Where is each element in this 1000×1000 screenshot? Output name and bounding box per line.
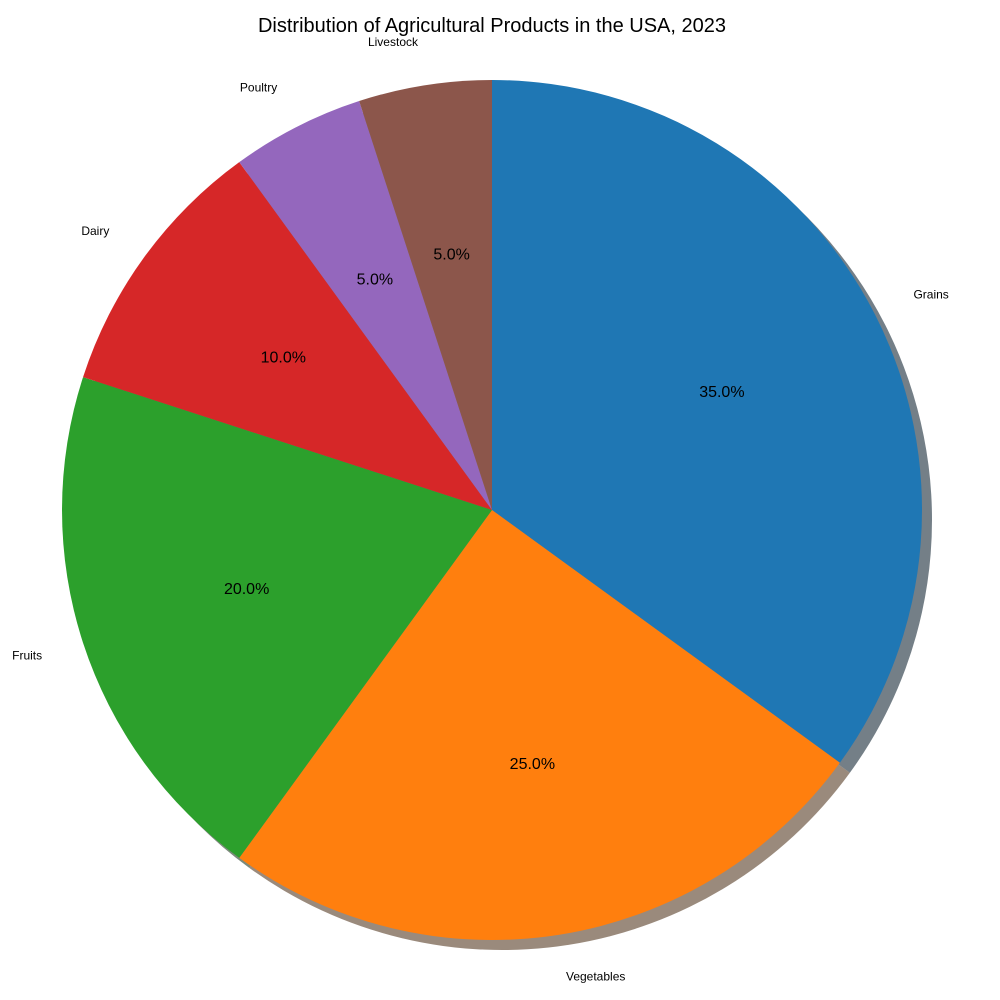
percent-label-livestock: 5.0%: [433, 246, 469, 263]
wedge-fruits: [62, 377, 492, 858]
wedge-dairy: [83, 162, 493, 510]
category-label-livestock: Livestock: [368, 35, 419, 49]
wedge-vegetables: [239, 510, 840, 941]
wedge-poultry: [239, 101, 492, 511]
category-label-grains: Grains: [913, 287, 948, 301]
category-label-vegetables: Vegetables: [566, 969, 625, 983]
pie-label-layer: Grains 35.0% Vegetables 25.0% Fruits 20.0% Dai…: [12, 35, 949, 983]
pie-wedge-layer: [62, 80, 923, 941]
percent-label-vegetables: 25.0%: [510, 756, 555, 773]
percent-label-dairy: 10.0%: [261, 350, 306, 367]
category-label-fruits: Fruits: [12, 648, 42, 662]
percent-label-grains: 35.0%: [699, 384, 744, 401]
percent-label-fruits: 20.0%: [224, 581, 269, 598]
wedge-livestock: [359, 80, 492, 510]
category-label-poultry: Poultry: [240, 81, 277, 95]
wedge-grains: [492, 80, 923, 763]
chart-title: Distribution of Agricultural Products in…: [257, 15, 727, 37]
category-label-dairy: Dairy: [81, 224, 109, 238]
percent-label-poultry: 5.0%: [357, 271, 393, 288]
